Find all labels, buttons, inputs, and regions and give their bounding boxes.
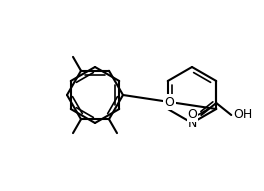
Text: N: N xyxy=(187,117,197,129)
Text: OH: OH xyxy=(233,108,252,121)
Text: O: O xyxy=(165,96,175,108)
Text: O: O xyxy=(187,108,197,121)
